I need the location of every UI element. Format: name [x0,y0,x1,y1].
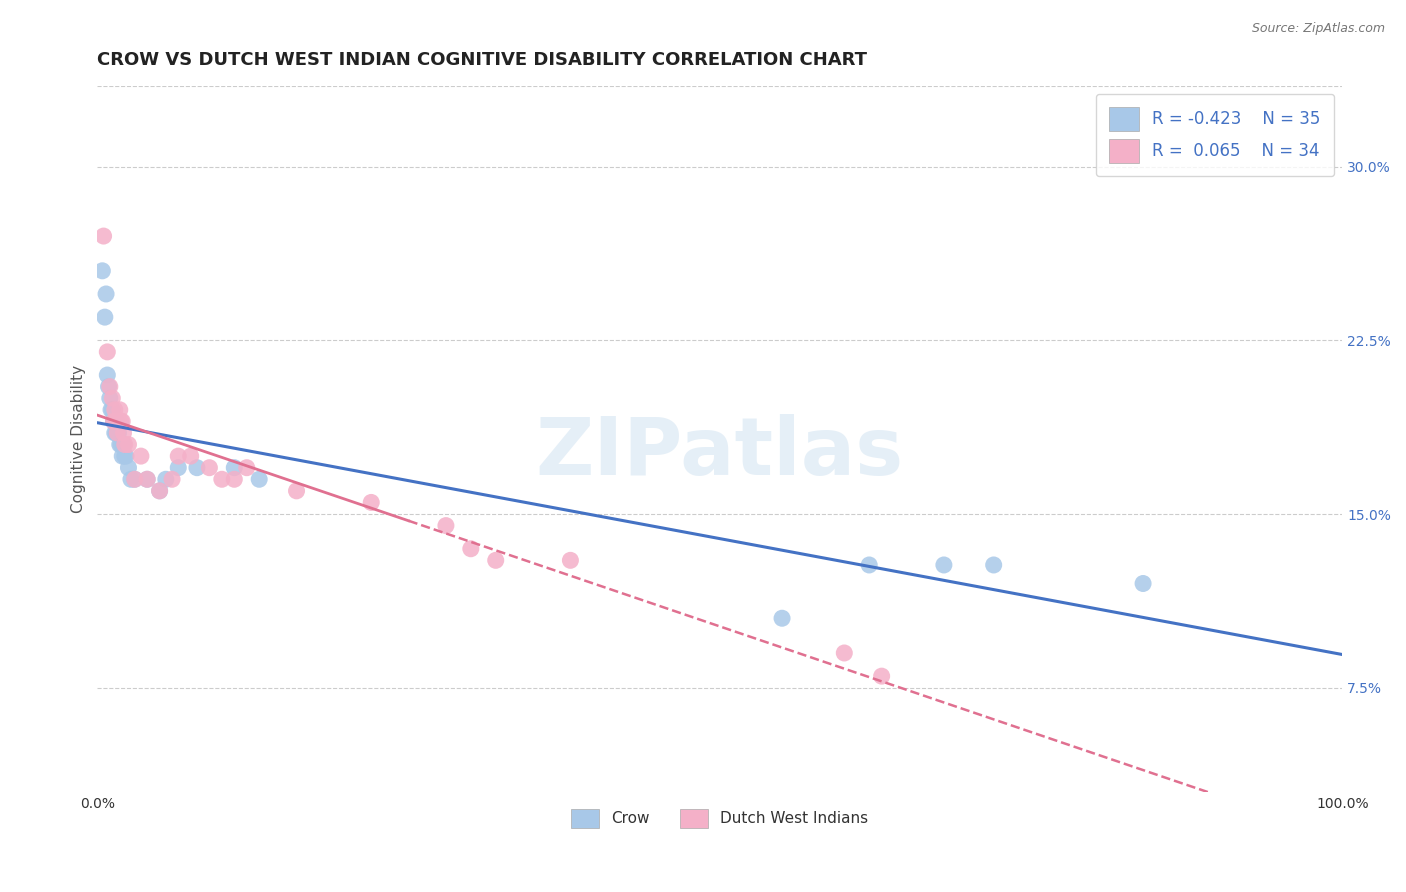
Text: ZIPatlas: ZIPatlas [536,414,904,491]
Point [211,472,233,486]
Point [224,472,246,486]
Point [129,449,152,463]
Point [1132,576,1154,591]
Point [858,558,880,572]
Point [104,425,127,440]
Point [832,646,855,660]
Point [96,368,118,382]
Point [167,449,190,463]
Point [104,402,127,417]
Point [117,437,139,451]
Point [870,669,893,683]
Point [108,402,131,417]
Point [114,437,136,451]
Point [98,379,121,393]
Point [117,460,139,475]
Point [96,344,118,359]
Point [285,483,308,498]
Point [560,553,582,567]
Point [114,449,136,463]
Point [94,310,117,325]
Point [105,425,128,440]
Point [110,414,132,428]
Point [247,472,270,486]
Point [105,425,128,440]
Point [93,229,115,244]
Point [120,472,142,486]
Text: CROW VS DUTCH WEST INDIAN COGNITIVE DISABILITY CORRELATION CHART: CROW VS DUTCH WEST INDIAN COGNITIVE DISA… [97,51,868,69]
Point [983,558,1005,572]
Point [770,611,793,625]
Point [155,472,177,486]
Point [101,402,124,417]
Point [124,472,146,486]
Point [107,425,129,440]
Point [105,414,128,428]
Legend: Crow, Dutch West Indians: Crow, Dutch West Indians [565,803,875,834]
Point [111,449,134,463]
Point [101,391,124,405]
Text: Source: ZipAtlas.com: Source: ZipAtlas.com [1251,22,1385,36]
Point [136,472,159,486]
Point [103,414,125,428]
Point [235,460,257,475]
Point [105,425,128,440]
Point [160,472,183,486]
Point [97,379,120,393]
Point [112,425,135,440]
Point [167,460,190,475]
Y-axis label: Cognitive Disability: Cognitive Disability [72,365,86,513]
Point [105,414,128,428]
Point [186,460,208,475]
Point [110,437,132,451]
Point [115,449,138,463]
Point [360,495,382,509]
Point [107,414,129,428]
Point [100,402,122,417]
Point [224,460,246,475]
Point [111,414,134,428]
Point [180,449,202,463]
Point [94,287,117,301]
Point [136,472,159,486]
Point [460,541,482,556]
Point [98,391,121,405]
Point [149,483,172,498]
Point [149,483,172,498]
Point [108,437,131,451]
Point [112,437,135,451]
Point [103,414,125,428]
Point [434,518,457,533]
Point [485,553,508,567]
Point [124,472,146,486]
Point [91,264,114,278]
Point [932,558,955,572]
Point [198,460,221,475]
